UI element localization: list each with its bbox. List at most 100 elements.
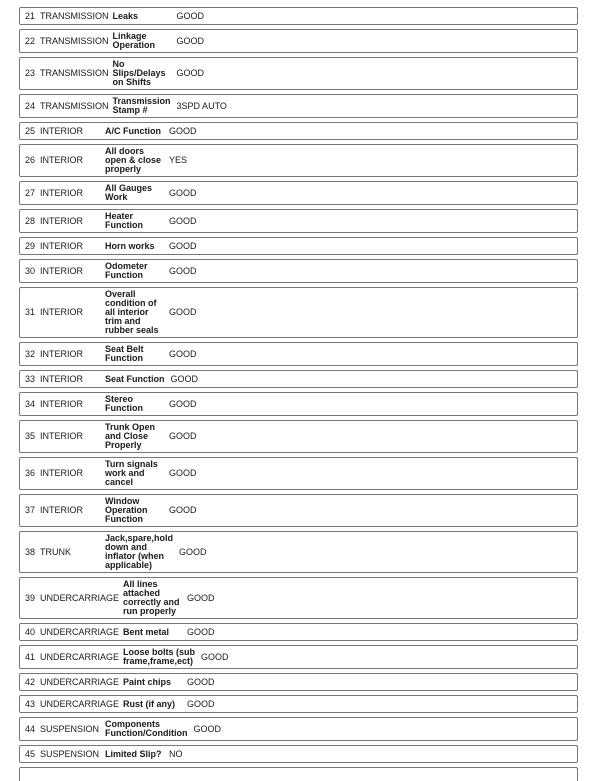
- row-item: Turn signals work and cancel: [105, 460, 169, 487]
- item-line: Paint chips: [123, 676, 172, 687]
- item-line: Seat Belt: [105, 344, 144, 354]
- row-category: INTERIOR: [40, 307, 84, 317]
- row-value: GOOD: [193, 723, 221, 734]
- table-row: 32 INTERIOR Seat Belt Function GOOD: [19, 342, 578, 366]
- inspection-checklist-rows: 21 TRANSMISSION Leaks GOOD 22 TRANSMISSI…: [0, 7, 600, 781]
- item-line: Function: [105, 514, 143, 524]
- row-number: 23: [25, 68, 36, 78]
- row-number: 28: [25, 215, 36, 226]
- row-category: INTERIOR: [40, 240, 84, 251]
- item-line: Turn signals: [105, 459, 158, 469]
- table-row: 36 INTERIOR Turn signals work and cancel G…: [19, 457, 578, 490]
- row-item: Seat Function: [105, 374, 171, 384]
- row-value: GOOD: [176, 68, 205, 78]
- row-number: 21: [25, 10, 36, 21]
- item-line: Stamp #: [112, 105, 148, 115]
- row-category: INTERIOR: [40, 431, 84, 441]
- row-category: INTERIOR: [40, 373, 84, 384]
- item-line: Linkage: [112, 31, 147, 41]
- row-value: GOOD: [179, 546, 207, 557]
- item-line: Function/Condition: [105, 728, 188, 738]
- item-line: Function: [105, 220, 143, 230]
- table-row: 33 INTERIOR Seat Function GOOD: [19, 370, 578, 388]
- item-line: Slips/Delays: [112, 68, 166, 78]
- row-number: 30: [25, 265, 36, 276]
- item-line: Odometer: [105, 261, 148, 271]
- row-number: 39: [25, 592, 36, 603]
- row-category: INTERIOR: [40, 155, 84, 165]
- row-number: 40: [25, 626, 36, 637]
- row-item: Jack,spare,hold down and inflator (when app…: [105, 534, 179, 570]
- table-row: 29 INTERIOR Horn works GOOD: [19, 237, 578, 255]
- table-row: 35 INTERIOR Trunk Open and Close Properly …: [19, 420, 578, 453]
- row-item: A/C Function: [105, 126, 169, 136]
- row-category: TRANSMISSION: [40, 35, 109, 46]
- item-line: Function: [105, 403, 143, 413]
- row-item: Transmission Stamp #: [113, 97, 177, 115]
- item-line: No: [112, 59, 125, 69]
- row-value: 3SPD AUTO: [176, 100, 227, 111]
- table-row: 38 TRUNK Jack,spare,hold down and inflator…: [19, 531, 578, 573]
- item-line: All doors: [105, 146, 145, 156]
- row-category: UNDERCARRIAGE: [40, 651, 120, 662]
- table-row: 26 INTERIOR All doors open & close properl…: [19, 144, 578, 177]
- table-row: 28 INTERIOR Heater Function GOOD: [19, 209, 578, 233]
- table-row-partial: [19, 767, 578, 781]
- row-number: 41: [25, 651, 36, 662]
- row-value: GOOD: [169, 505, 197, 515]
- row-item: All lines attached correctly and run proper…: [123, 580, 187, 616]
- table-row: 30 INTERIOR Odometer Function GOOD: [19, 259, 578, 283]
- row-number: 26: [25, 155, 36, 165]
- item-line: frame,frame,ect): [123, 656, 194, 666]
- row-number: 43: [25, 698, 36, 709]
- item-line: Horn works: [105, 240, 155, 251]
- item-line: Operation: [112, 40, 156, 50]
- table-row: 21 TRANSMISSION Leaks GOOD: [19, 7, 578, 25]
- row-item: Horn works: [105, 240, 169, 251]
- item-line: Loose bolts (sub: [123, 647, 196, 657]
- table-row: 31 INTERIOR Overall condition of all inter…: [19, 287, 578, 338]
- row-value: GOOD: [169, 215, 197, 226]
- row-value: GOOD: [169, 398, 197, 409]
- item-line: All lines: [123, 579, 158, 589]
- item-line: Rust (if any): [123, 698, 176, 709]
- row-value: GOOD: [187, 626, 215, 637]
- row-number: 34: [25, 398, 36, 409]
- row-item: Window Operation Function: [105, 497, 169, 524]
- row-number: 27: [25, 187, 36, 198]
- row-category: SUSPENSION: [40, 748, 100, 759]
- row-item: No Slips/Delays on Shifts: [113, 60, 177, 87]
- row-item: Paint chips: [123, 676, 187, 687]
- row-category: INTERIOR: [40, 398, 84, 409]
- item-line: open & close: [105, 155, 162, 165]
- item-line: Limited Slip?: [105, 748, 162, 759]
- row-value: GOOD: [169, 307, 197, 317]
- row-category: UNDERCARRIAGE: [40, 592, 120, 603]
- item-line: Components: [105, 719, 160, 729]
- table-row: 25 INTERIOR A/C Function GOOD: [19, 122, 578, 140]
- item-line: Trunk Open: [105, 422, 156, 432]
- item-line: cancel: [105, 477, 134, 487]
- item-line: Function: [105, 353, 143, 363]
- table-row: 42 UNDERCARRIAGE Paint chips GOOD: [19, 673, 578, 691]
- item-line: Transmission: [112, 96, 171, 106]
- row-item: Components Function/Condition: [105, 720, 193, 738]
- row-value: YES: [169, 155, 188, 165]
- row-category: INTERIOR: [40, 187, 84, 198]
- row-item: All Gauges Work: [105, 184, 169, 202]
- row-item: Loose bolts (sub frame,frame,ect): [123, 648, 201, 666]
- row-category: INTERIOR: [40, 505, 84, 515]
- row-item: Linkage Operation: [113, 32, 177, 50]
- row-category: INTERIOR: [40, 348, 84, 359]
- row-item: All doors open & close properly: [105, 147, 169, 174]
- row-number: 25: [25, 125, 36, 136]
- item-line: down and: [105, 542, 147, 552]
- table-row: 39 UNDERCARRIAGE All lines attached correc…: [19, 577, 578, 619]
- item-line: attached: [123, 588, 161, 598]
- row-category: INTERIOR: [40, 215, 84, 226]
- item-line: trim and: [105, 316, 141, 326]
- row-number: 37: [25, 505, 36, 515]
- item-line: All Gauges: [105, 183, 153, 193]
- row-category: INTERIOR: [40, 468, 84, 478]
